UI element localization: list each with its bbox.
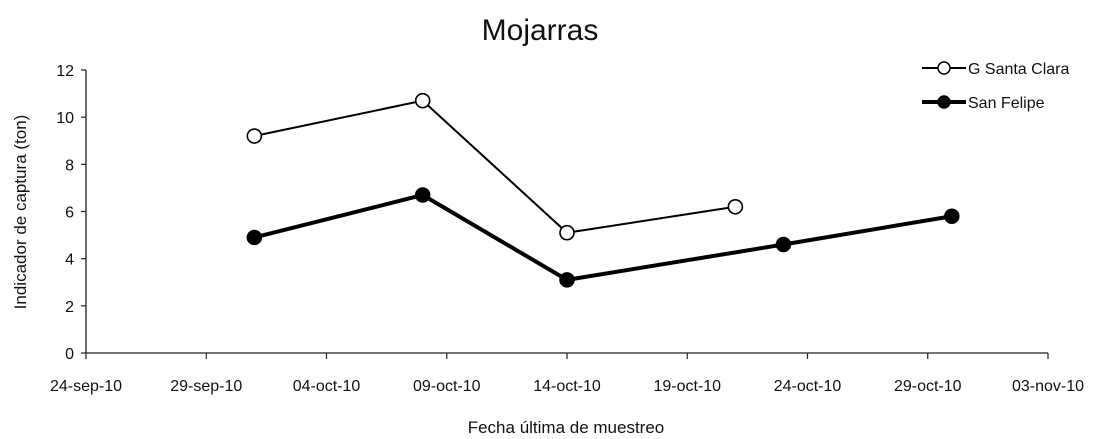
legend-label: G Santa Clara xyxy=(968,61,1069,78)
series-line xyxy=(253,192,953,282)
y-axis-label: Indicador de captura (ton) xyxy=(11,115,30,310)
data-point xyxy=(414,92,431,109)
legend-entry: San Felipe xyxy=(922,95,1045,112)
x-axis-label: Fecha última de muestreo xyxy=(468,418,665,437)
y-tick-label: 10 xyxy=(56,110,74,127)
legend-marker xyxy=(937,95,951,109)
data-point xyxy=(559,272,575,288)
x-tick-label: 29-oct-10 xyxy=(894,378,962,395)
legend-label: San Felipe xyxy=(968,95,1045,112)
y-tick-label: 4 xyxy=(65,252,74,269)
series-line xyxy=(254,99,736,234)
data-point xyxy=(775,236,792,253)
x-tick-label: 14-oct-10 xyxy=(533,378,601,395)
x-tick-label: 04-oct-10 xyxy=(293,378,361,395)
x-tick-label: 29-sep-10 xyxy=(170,378,242,395)
x-tick-label: 19-oct-10 xyxy=(653,378,721,395)
legend: G Santa Clara San Felipe xyxy=(922,61,1069,112)
data-point xyxy=(246,229,263,246)
y-tick-label: 8 xyxy=(65,157,74,174)
series-layer xyxy=(246,92,960,288)
y-tick-label: 12 xyxy=(56,63,74,80)
x-tick-label: 24-sep-10 xyxy=(50,378,122,395)
y-tick-label: 2 xyxy=(65,299,74,316)
data-point xyxy=(727,198,744,215)
x-tick-label: 03-nov-10 xyxy=(1012,378,1084,395)
data-point xyxy=(414,187,431,203)
series-0 xyxy=(246,92,744,241)
data-point xyxy=(944,208,960,224)
legend-entry: G Santa Clara xyxy=(922,61,1069,78)
chart-title: Mojarras xyxy=(482,14,599,47)
x-tick-label: 24-oct-10 xyxy=(774,378,842,395)
y-tick-label: 6 xyxy=(65,205,74,222)
legend-marker xyxy=(937,61,951,75)
x-tick-label: 09-oct-10 xyxy=(413,378,481,395)
data-point xyxy=(559,224,575,241)
data-point xyxy=(246,128,263,144)
axes: 0 2 4 6 8 10 12 24-sep-10 29-sep-10 04-oct-10 09-o… xyxy=(50,63,1084,395)
y-tick-label: 0 xyxy=(65,346,74,363)
series-1 xyxy=(246,187,960,288)
